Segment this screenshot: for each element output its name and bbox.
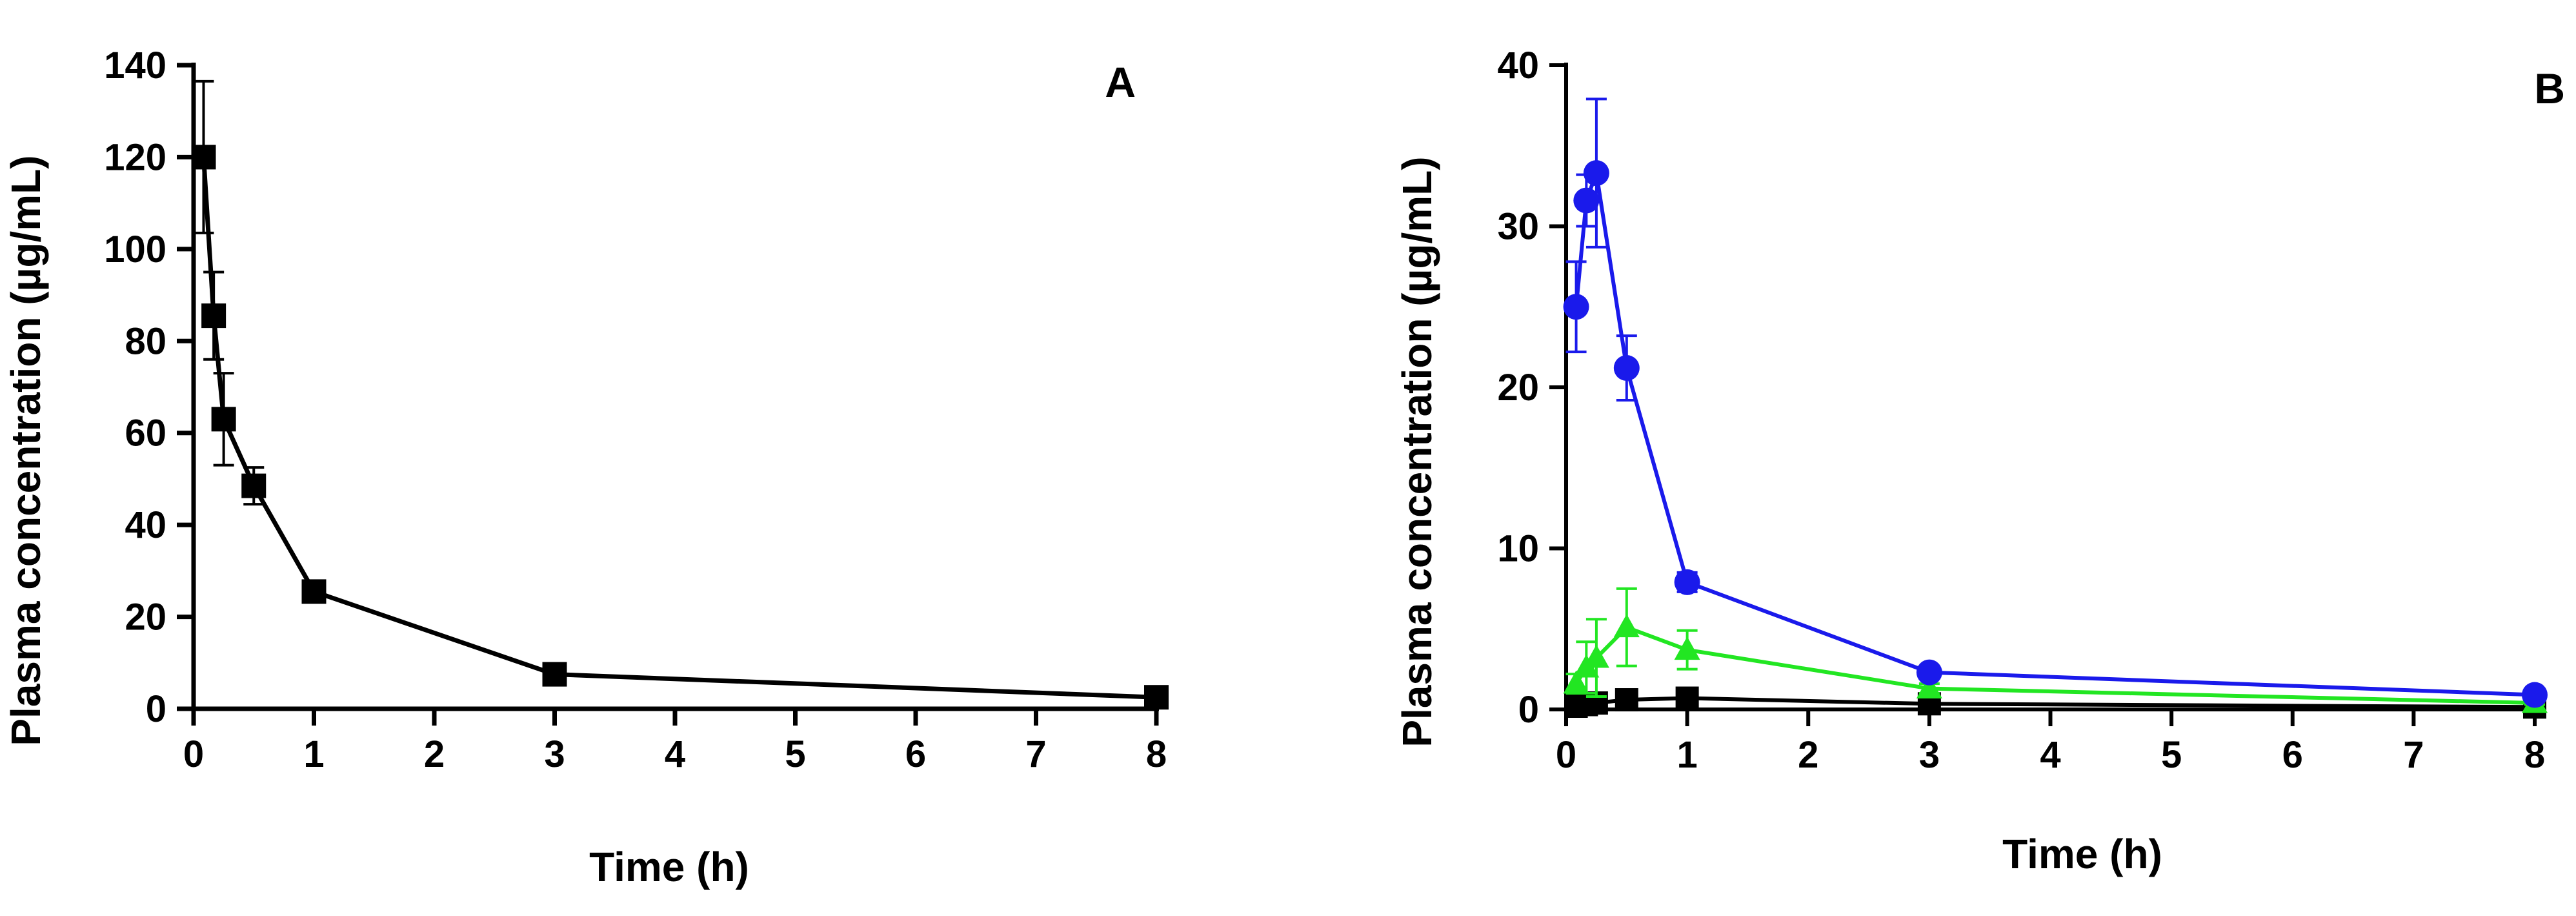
x-axis-title-b: Time (h) [2002,831,2162,877]
y-tick-label-a: 0 [146,688,166,730]
data-point-series-blue [1573,187,1600,214]
x-tick-label-b: 3 [1919,734,1940,776]
data-point-series-1 [191,145,216,170]
y-tick-label-a: 120 [104,136,166,178]
series-black [1564,686,2546,719]
data-point-series-green [1563,670,1589,694]
data-point-series-1 [241,473,267,498]
x-tick-label-b: 4 [2040,734,2060,776]
x-tick-label-b: 6 [2282,734,2303,776]
y-tick-label-a: 140 [104,45,166,87]
data-point-series-blue [1563,294,1589,320]
y-tick-label-b: 40 [1497,45,1539,87]
x-tick-label-a: 1 [303,733,324,775]
x-tick-label-a: 3 [544,733,565,775]
series-blue [1563,97,2548,708]
series-line-series-green [1575,625,2535,705]
y-tick-label-a: 40 [125,504,166,546]
data-point-series-blue [2522,682,2548,708]
x-tick-label-b: 5 [2161,734,2182,776]
y-tick-label-a: 100 [104,229,166,270]
x-tick-label-a: 8 [1146,733,1167,775]
data-point-series-blue [1916,659,1942,686]
x-tick-label-a: 5 [785,733,805,775]
data-point-series-green [1583,644,1609,668]
data-point-series-blue [1674,569,1700,595]
data-point-series-green [1674,636,1700,660]
x-tick-label-b: 0 [1556,734,1576,776]
plot-area-b: 0 1 2 3 4 5 6 7 8 0 10 20 30 40 [1497,45,2548,776]
y-tick-label-a: 20 [125,596,166,638]
x-tick-label-a: 0 [183,733,204,775]
data-point-series-1 [1144,685,1169,710]
y-tick-label-b: 20 [1497,367,1539,409]
x-tick-label-b: 1 [1676,734,1697,776]
panel-b: B Time (h) Plasma concentration (µg/mL) … [1394,45,2565,877]
series-line-series-blue [1574,171,2535,697]
data-point-series-green [1613,614,1640,638]
x-axis-title-a: Time (h) [589,844,749,890]
x-tick-label-a: 2 [424,733,445,775]
y-axis-title-a: Plasma concentration (µg/mL) [3,155,49,746]
data-point-series-1 [201,303,226,329]
data-point-series-1 [301,579,327,604]
series-line-series-1 [201,157,1157,700]
panel-label-a: A [1105,58,1136,106]
series-1 [191,79,1169,710]
panel-a: A Time (h) Plasma concentration (µg/mL) … [3,45,1169,890]
data-point-series-green [1916,675,1942,698]
x-tick-label-b: 8 [2524,734,2545,776]
y-tick-label-b: 30 [1497,206,1539,248]
data-point-series-black [1675,686,1699,710]
x-tick-label-a: 7 [1025,733,1046,775]
x-tick-label-a: 6 [905,733,926,775]
panel-label-b: B [2534,65,2565,112]
data-point-series-1 [211,407,236,432]
x-tick-label-a: 4 [665,733,685,775]
data-point-series-black [1615,688,1638,712]
x-tick-label-b: 2 [1798,734,1818,776]
data-point-series-blue [1583,160,1609,187]
series-green [1563,587,2548,713]
y-tick-label-b: 0 [1518,689,1539,731]
data-point-series-blue [1613,355,1640,382]
y-tick-label-b: 10 [1497,528,1539,570]
y-axis-title-b: Plasma concentration (µg/mL) [1394,156,1440,747]
data-point-series-1 [542,662,567,687]
y-tick-label-a: 80 [125,320,166,362]
x-tick-label-b: 7 [2403,734,2424,776]
y-tick-label-a: 60 [125,412,166,454]
